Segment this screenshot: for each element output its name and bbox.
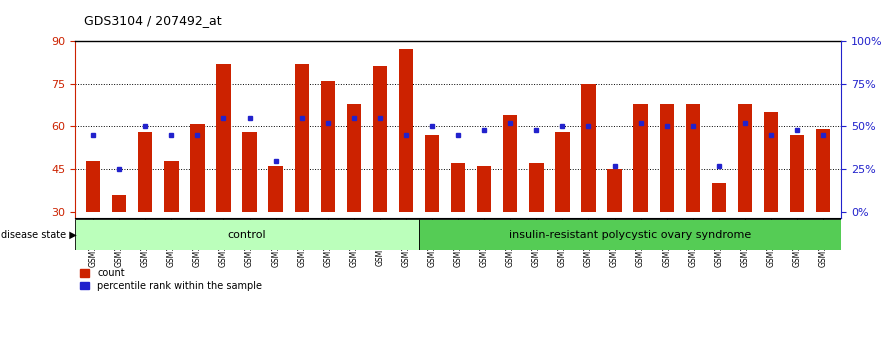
Bar [737,103,752,212]
Bar [321,81,335,212]
Bar [451,164,465,212]
Bar [581,84,596,212]
Bar [816,129,830,212]
Bar [242,132,256,212]
Bar [138,132,152,212]
Bar [190,124,204,212]
Bar [660,103,674,212]
Bar [294,64,309,212]
Bar [373,67,387,212]
Bar [764,112,778,212]
Bar [555,132,570,212]
Text: control: control [227,229,266,240]
Text: insulin-resistant polycystic ovary syndrome: insulin-resistant polycystic ovary syndr… [509,229,751,240]
Bar [346,103,361,212]
Bar [529,164,544,212]
Legend: count, percentile rank within the sample: count, percentile rank within the sample [80,268,263,291]
Bar [607,169,622,212]
Bar [75,219,419,250]
Bar [269,166,283,212]
Bar [399,49,413,212]
Bar [790,135,804,212]
Bar [685,103,700,212]
Bar [503,115,517,212]
Bar [425,135,440,212]
Bar [112,195,126,212]
Bar [86,161,100,212]
Bar [712,183,726,212]
Bar [477,166,492,212]
Bar [164,161,179,212]
Bar [217,64,231,212]
Text: disease state ▶: disease state ▶ [1,229,77,240]
Bar [633,103,648,212]
Text: GDS3104 / 207492_at: GDS3104 / 207492_at [84,13,221,27]
Bar [419,219,841,250]
